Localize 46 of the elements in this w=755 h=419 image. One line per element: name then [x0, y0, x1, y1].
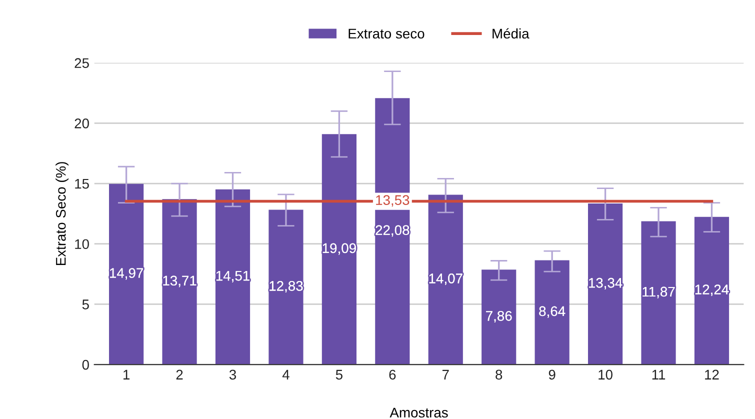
x-tick-label: 7 [442, 370, 449, 380]
bar [109, 184, 144, 365]
y-tick-label: 5 [82, 300, 89, 310]
y-axis-title: Extrato Seco (%) [56, 162, 69, 266]
bar [162, 199, 197, 365]
x-tick-label: 11 [652, 370, 666, 380]
data-label: 14,97 [110, 268, 143, 280]
data-label: 14,07 [429, 274, 462, 286]
y-tick-label: 15 [75, 179, 89, 189]
data-label: 8,64 [539, 306, 566, 318]
bar [694, 216, 730, 365]
x-tick-label: 10 [598, 370, 612, 380]
x-tick-label: 8 [496, 370, 502, 380]
legend-label: Extrato seco [348, 28, 424, 39]
x-tick-label: 6 [389, 370, 396, 380]
legend-label: Média [492, 28, 530, 39]
bar [215, 189, 250, 365]
data-label: 12,83 [270, 281, 303, 292]
data-label: 13,71 [163, 276, 196, 288]
x-tick-label: 5 [336, 370, 342, 380]
y-tick-label: 0 [82, 360, 89, 370]
bar [375, 98, 410, 365]
y-tick-label: 20 [74, 118, 89, 128]
data-label: 22,08 [376, 225, 410, 237]
x-tick-label: 3 [229, 370, 236, 380]
data-label: 19,09 [322, 243, 356, 255]
x-axis-title: Amostras [390, 408, 448, 418]
bar [588, 204, 623, 365]
bar [534, 260, 570, 365]
data-label: 13,34 [588, 278, 622, 290]
data-label: 11,87 [642, 286, 675, 298]
x-tick-label: 9 [548, 370, 556, 380]
x-tick-label: 12 [705, 370, 719, 380]
data-label: 14,51 [216, 271, 250, 282]
y-tick-label: 10 [75, 239, 89, 250]
x-tick-label: 4 [282, 370, 290, 380]
data-label: 12,24 [695, 284, 729, 296]
x-tick-label: 2 [176, 370, 183, 380]
bar [268, 210, 304, 365]
x-tick-label: 1 [124, 370, 130, 380]
data-label: 7,86 [486, 311, 512, 322]
bar [641, 221, 676, 365]
bar [322, 134, 356, 365]
bar [482, 270, 516, 365]
y-tick-label: 25 [74, 58, 89, 68]
bar [428, 194, 463, 365]
